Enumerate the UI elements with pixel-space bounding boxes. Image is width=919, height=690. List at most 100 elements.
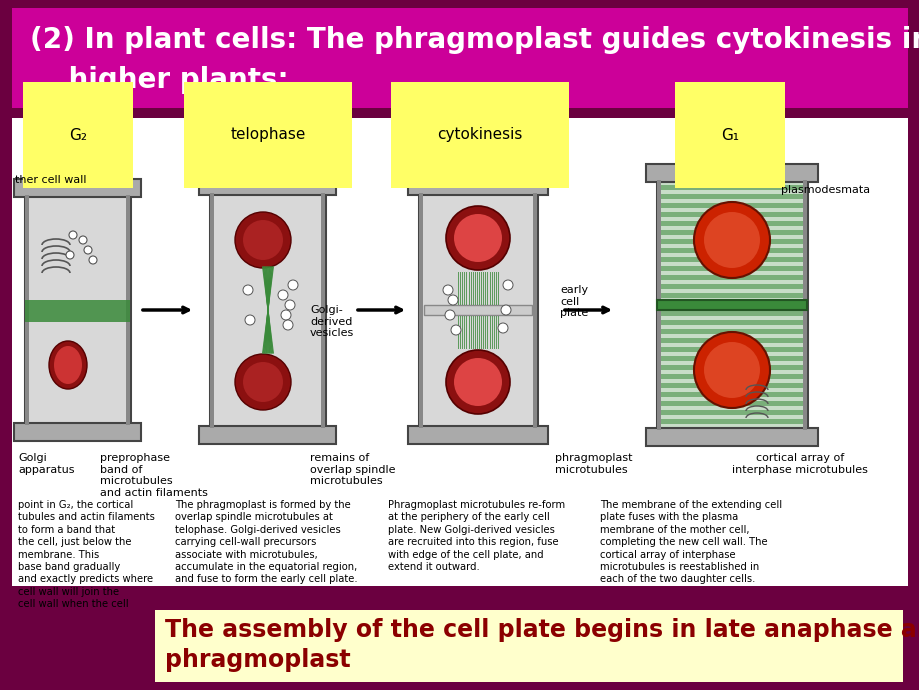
Circle shape [283, 320, 292, 330]
Bar [660, 383, 802, 388]
Circle shape [445, 310, 455, 320]
Bar [645, 428, 817, 446]
Bar [660, 284, 802, 289]
Text: Phragmoplast microtubules re-form
at the periphery of the early cell
plate. New : Phragmoplast microtubules re-form at the… [388, 500, 564, 572]
Bar [660, 239, 802, 244]
Bar [660, 320, 802, 325]
Bar [802, 180, 806, 430]
Bar [660, 302, 802, 307]
Bar [127, 195, 130, 425]
Bar [660, 365, 802, 370]
Text: early
cell
plate: early cell plate [560, 285, 587, 318]
Bar [424, 305, 531, 315]
Bar [660, 392, 802, 397]
Circle shape [234, 354, 290, 410]
Bar [660, 356, 802, 361]
Bar [660, 347, 802, 352]
Bar [656, 180, 806, 430]
Circle shape [89, 256, 96, 264]
Text: ther cell wall: ther cell wall [15, 175, 86, 185]
Bar [660, 338, 802, 343]
Bar [660, 275, 802, 280]
Bar [26, 195, 29, 425]
Bar [660, 257, 802, 262]
Bar [26, 300, 130, 322]
Bar [407, 177, 548, 195]
Text: telophase: telophase [230, 128, 305, 143]
Bar [199, 177, 336, 195]
Bar [26, 195, 130, 425]
Bar [321, 193, 325, 428]
Bar [532, 193, 537, 428]
Bar [660, 293, 802, 298]
Circle shape [243, 220, 283, 260]
Circle shape [288, 280, 298, 290]
Bar [12, 118, 907, 586]
Bar [407, 426, 548, 444]
Bar [660, 419, 802, 424]
Circle shape [446, 206, 509, 270]
Bar [660, 410, 802, 415]
Bar [660, 221, 802, 226]
Bar [660, 401, 802, 406]
Text: remains of
overlap spindle
microtubules: remains of overlap spindle microtubules [310, 453, 395, 486]
Bar [210, 193, 325, 428]
Circle shape [703, 212, 759, 268]
Circle shape [244, 315, 255, 325]
Text: plasmodesmata: plasmodesmata [780, 185, 869, 195]
Text: Golgi-
derived
vesicles: Golgi- derived vesicles [310, 305, 354, 338]
Bar [12, 8, 907, 108]
Circle shape [285, 300, 295, 310]
Text: point in G₂, the cortical
tubules and actin filaments
to form a band that
the ce: point in G₂, the cortical tubules and ac… [18, 500, 154, 609]
Bar [660, 266, 802, 271]
Text: Golgi
apparatus: Golgi apparatus [18, 453, 74, 475]
Circle shape [278, 290, 288, 300]
Circle shape [79, 236, 87, 244]
Text: phragmoplast: phragmoplast [165, 648, 350, 672]
Bar [660, 194, 802, 199]
Circle shape [453, 214, 502, 262]
Bar [154, 610, 902, 682]
Bar [418, 193, 423, 428]
Text: preprophase
band of
microtubules
and actin filaments: preprophase band of microtubules and act… [100, 453, 208, 497]
Bar [418, 193, 537, 428]
Text: higher plants;: higher plants; [30, 66, 289, 94]
Circle shape [243, 285, 253, 295]
Text: (2) In plant cells: The phragmoplast guides cytokinesis in: (2) In plant cells: The phragmoplast gui… [30, 26, 919, 54]
Bar [660, 212, 802, 217]
Bar [660, 329, 802, 334]
Circle shape [450, 325, 460, 335]
Bar [656, 300, 806, 310]
Text: The membrane of the extending cell
plate fuses with the plasma
membrane of the m: The membrane of the extending cell plate… [599, 500, 781, 584]
Circle shape [693, 332, 769, 408]
Circle shape [446, 350, 509, 414]
Circle shape [703, 342, 759, 398]
Bar [660, 203, 802, 208]
Circle shape [448, 295, 458, 305]
Bar [210, 193, 214, 428]
Circle shape [443, 285, 452, 295]
Bar [660, 374, 802, 379]
Circle shape [243, 362, 283, 402]
Bar [660, 311, 802, 316]
Bar [199, 426, 336, 444]
Text: The phragmoplast is formed by the
overlap spindle microtubules at
telophase. Gol: The phragmoplast is formed by the overla… [175, 500, 357, 584]
Text: G₂: G₂ [69, 128, 87, 143]
Ellipse shape [54, 346, 82, 384]
Circle shape [66, 251, 74, 259]
Ellipse shape [49, 341, 87, 389]
Bar [15, 423, 142, 441]
Circle shape [69, 231, 77, 239]
Circle shape [280, 310, 290, 320]
Circle shape [84, 246, 92, 254]
Bar [660, 230, 802, 235]
Text: cytokinesis: cytokinesis [437, 128, 522, 143]
Bar [645, 164, 817, 182]
Text: The assembly of the cell plate begins in late anaphase and is guided by: The assembly of the cell plate begins in… [165, 618, 919, 642]
Bar [660, 185, 802, 190]
Circle shape [234, 212, 290, 268]
Circle shape [453, 358, 502, 406]
Circle shape [503, 280, 513, 290]
Bar [15, 179, 142, 197]
Bar [656, 180, 660, 430]
